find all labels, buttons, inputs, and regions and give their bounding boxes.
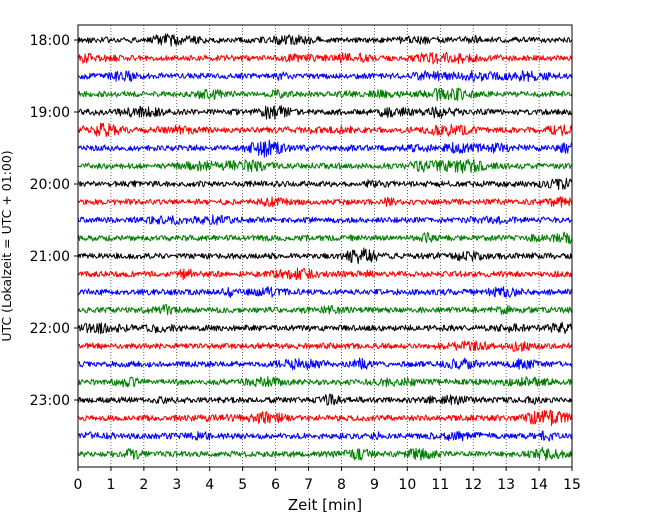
x-tick-label: 9 (370, 477, 379, 493)
trace-2315 (77, 409, 573, 427)
x-tick-label: 5 (238, 477, 247, 493)
trace-1930 (77, 139, 573, 158)
trace-2115 (77, 267, 573, 281)
trace-1800 (77, 33, 573, 47)
x-tick-label: 6 (271, 477, 280, 493)
trace-1830 (77, 70, 573, 83)
x-tick-label: 11 (431, 477, 449, 493)
trace-1900 (77, 105, 573, 120)
y-axis-ticks: 18:00 19:00 20:00 21:00 22:00 23:00 (30, 33, 78, 409)
trace-1815 (77, 51, 573, 65)
trace-1945 (77, 158, 573, 174)
trace-2345 (77, 446, 573, 461)
trace-2330 (77, 430, 573, 442)
x-tick-label: 1 (106, 477, 115, 493)
x-tick-label: 4 (205, 477, 214, 493)
y-tick-label: 21:00 (30, 249, 70, 265)
trace-2215 (77, 340, 573, 352)
x-tick-label: 14 (530, 477, 548, 493)
trace-2000 (77, 177, 573, 191)
y-axis-title: UTC (Lokalzeit = UTC + 01:00) (0, 150, 14, 341)
seismogram-traces (77, 33, 573, 461)
y-tick-label: 20:00 (30, 177, 70, 193)
trace-2200 (77, 321, 573, 335)
y-tick-label: 22:00 (30, 321, 70, 337)
trace-2230 (77, 357, 573, 371)
trace-2100 (77, 247, 573, 265)
x-axis-ticks: 0 1 2 3 4 5 6 7 8 9 10 11 12 13 14 15 (74, 467, 581, 493)
trace-2045 (77, 231, 573, 245)
trace-2245 (77, 376, 573, 388)
trace-2145 (77, 303, 573, 316)
plot-frame (77, 24, 573, 468)
trace-2300 (77, 393, 573, 406)
y-tick-label: 19:00 (30, 105, 70, 121)
trace-1845 (77, 87, 573, 102)
trace-2015 (77, 196, 573, 208)
x-tick-label: 2 (139, 477, 148, 493)
x-tick-label: 7 (304, 477, 313, 493)
x-tick-label: 12 (464, 477, 482, 493)
x-tick-label: 10 (398, 477, 416, 493)
trace-2130 (77, 285, 573, 299)
y-tick-label: 23:00 (30, 393, 70, 409)
x-tick-label: 8 (337, 477, 346, 493)
trace-2030 (77, 214, 573, 226)
x-tick-label: 0 (74, 477, 83, 493)
x-tick-label: 13 (497, 477, 515, 493)
x-axis-title: Zeit [min] (288, 496, 362, 514)
trace-1915 (77, 122, 573, 138)
x-tick-label: 3 (172, 477, 181, 493)
x-tick-label: 15 (563, 477, 581, 493)
y-tick-label: 18:00 (30, 33, 70, 49)
